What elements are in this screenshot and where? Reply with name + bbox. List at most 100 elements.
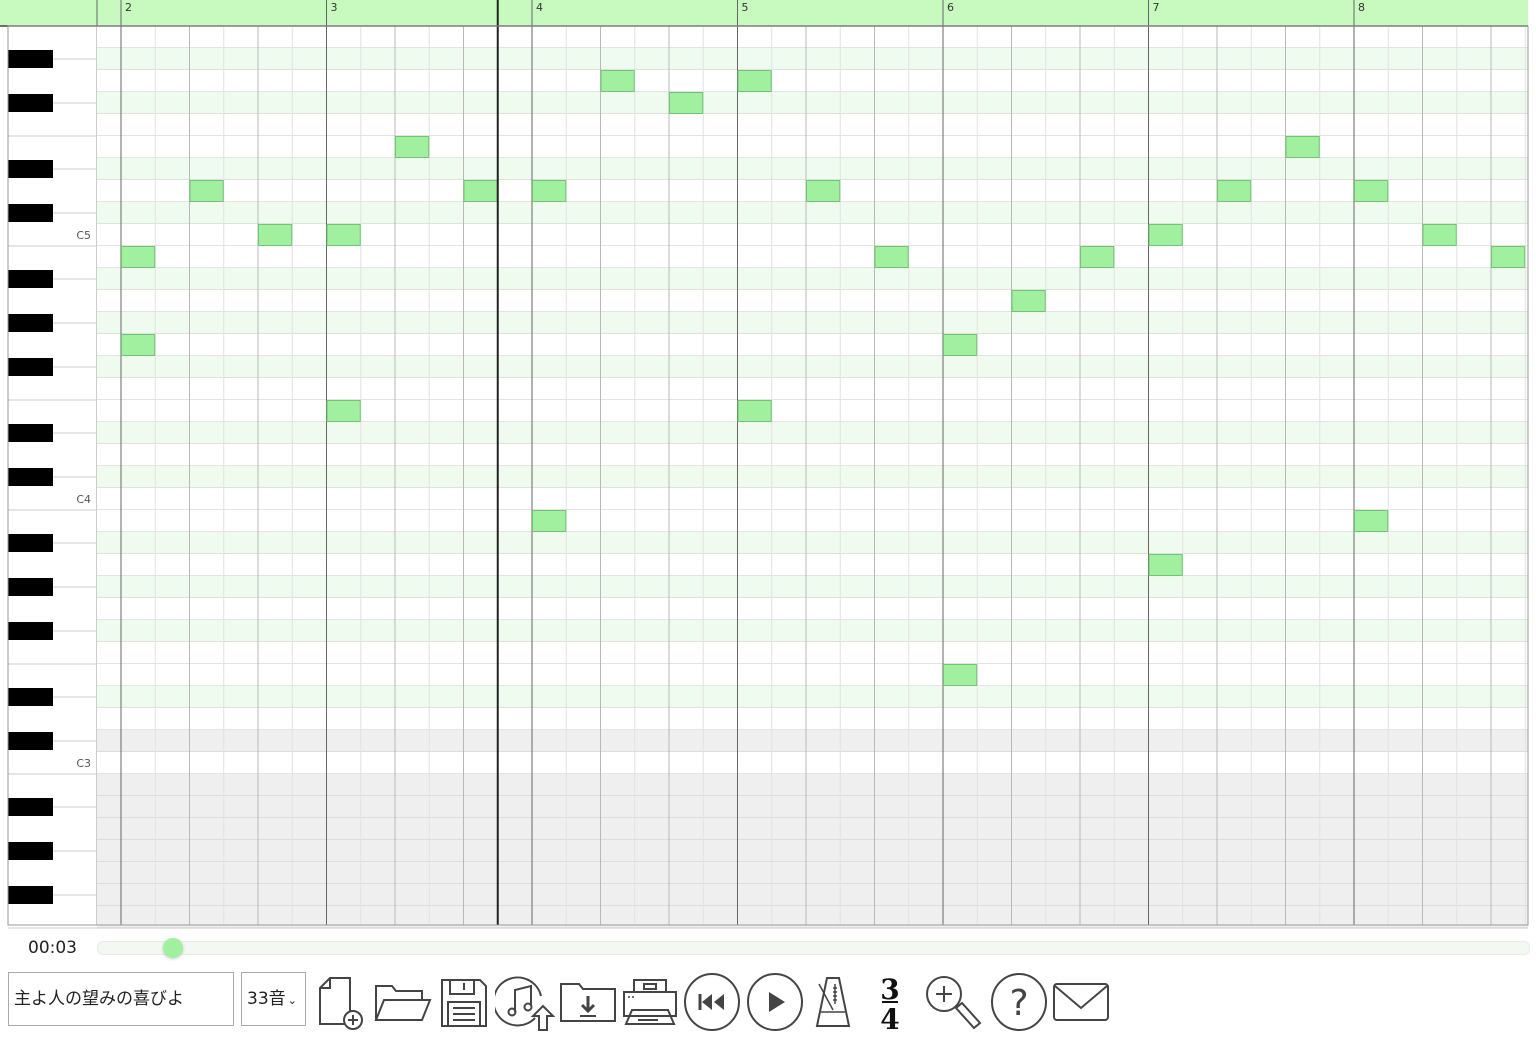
octave-label: C4 bbox=[76, 493, 91, 506]
grid-row bbox=[97, 884, 1528, 906]
note[interactable] bbox=[806, 180, 841, 202]
grid-row bbox=[97, 114, 1528, 136]
black-key bbox=[8, 842, 53, 860]
black-key bbox=[8, 688, 53, 706]
grid-row bbox=[97, 290, 1528, 312]
note[interactable] bbox=[1491, 246, 1526, 268]
grid-row bbox=[97, 796, 1528, 818]
voice-count-select[interactable]: 33音 ⌄ bbox=[241, 972, 306, 1026]
black-key bbox=[8, 50, 53, 68]
metronome-button[interactable] bbox=[803, 972, 863, 1032]
song-title-input[interactable]: 主よ人の望みの喜びよ bbox=[8, 972, 234, 1026]
grid-row bbox=[97, 642, 1528, 664]
black-key bbox=[8, 732, 53, 750]
voice-count-value: 33音 bbox=[247, 989, 286, 1009]
note[interactable] bbox=[121, 246, 156, 268]
note[interactable] bbox=[532, 510, 567, 532]
import-music-button[interactable] bbox=[492, 972, 556, 1032]
time-signature-denominator: 4 bbox=[880, 1003, 899, 1032]
measure-number: 4 bbox=[536, 1, 543, 14]
measure-number: 7 bbox=[1153, 1, 1160, 14]
grid-row bbox=[97, 70, 1528, 92]
grid-row bbox=[97, 532, 1528, 554]
black-key bbox=[8, 534, 53, 552]
measure-number: 3 bbox=[331, 1, 338, 14]
note[interactable] bbox=[669, 92, 704, 114]
play-button[interactable] bbox=[745, 972, 805, 1032]
note[interactable] bbox=[1080, 246, 1115, 268]
grid-row bbox=[97, 818, 1528, 840]
note[interactable] bbox=[1285, 136, 1320, 158]
open-button[interactable] bbox=[372, 972, 432, 1032]
note[interactable] bbox=[258, 224, 293, 246]
piano-roll[interactable]: C5 C4 C3 2 3 4 5 6 7 8 bbox=[0, 0, 1536, 930]
octave-label: C5 bbox=[76, 229, 91, 242]
rewind-icon bbox=[684, 973, 740, 1031]
note[interactable] bbox=[1354, 510, 1389, 532]
note[interactable] bbox=[532, 180, 567, 202]
grid-row bbox=[97, 312, 1528, 334]
note[interactable] bbox=[121, 334, 156, 356]
note[interactable] bbox=[326, 224, 361, 246]
note[interactable] bbox=[943, 334, 978, 356]
grid-row bbox=[97, 752, 1528, 774]
note[interactable] bbox=[1148, 224, 1183, 246]
grid-row bbox=[97, 268, 1528, 290]
seek-slider[interactable] bbox=[97, 941, 1530, 955]
roll-border bbox=[7, 25, 1529, 926]
grid-row bbox=[97, 202, 1528, 224]
note[interactable] bbox=[1148, 554, 1183, 576]
grid-row bbox=[97, 840, 1528, 862]
note[interactable] bbox=[1422, 224, 1457, 246]
grid-row bbox=[97, 422, 1528, 444]
note[interactable] bbox=[1354, 180, 1389, 202]
measure-number: 8 bbox=[1358, 1, 1365, 14]
grid-row bbox=[97, 686, 1528, 708]
grid-row bbox=[97, 334, 1528, 356]
grid-row bbox=[97, 576, 1528, 598]
note[interactable] bbox=[1217, 180, 1252, 202]
grid-row bbox=[97, 510, 1528, 532]
grid-row bbox=[97, 664, 1528, 686]
save-button[interactable] bbox=[434, 972, 494, 1032]
grid-row bbox=[97, 862, 1528, 884]
black-key bbox=[8, 358, 53, 376]
play-icon bbox=[747, 973, 803, 1031]
grid-row bbox=[97, 48, 1528, 70]
note[interactable] bbox=[874, 246, 909, 268]
grid-row bbox=[97, 26, 1528, 48]
svg-text:?: ? bbox=[1009, 983, 1028, 1024]
note[interactable] bbox=[737, 400, 772, 422]
mail-button[interactable] bbox=[1051, 972, 1111, 1032]
grid-row bbox=[97, 598, 1528, 620]
download-button[interactable] bbox=[558, 972, 618, 1032]
note[interactable] bbox=[326, 400, 361, 422]
note[interactable] bbox=[1011, 290, 1046, 312]
black-key bbox=[8, 886, 53, 904]
black-key bbox=[8, 622, 53, 640]
grid-row bbox=[97, 224, 1528, 246]
help-button[interactable]: ? bbox=[989, 972, 1049, 1032]
note[interactable] bbox=[737, 70, 772, 92]
black-key bbox=[8, 314, 53, 332]
zoom-in-button[interactable] bbox=[922, 972, 982, 1032]
seek-slider-thumb[interactable] bbox=[162, 938, 183, 958]
note[interactable] bbox=[395, 136, 430, 158]
grid-row bbox=[97, 488, 1528, 510]
note[interactable] bbox=[189, 180, 224, 202]
black-key bbox=[8, 424, 53, 442]
new-file-button[interactable] bbox=[312, 972, 372, 1032]
grid-row bbox=[97, 554, 1528, 576]
print-icon bbox=[623, 979, 677, 1025]
time-signature-icon: 34 bbox=[880, 973, 899, 1036]
print-button[interactable] bbox=[620, 972, 680, 1032]
black-key bbox=[8, 94, 53, 112]
grid-row bbox=[97, 444, 1528, 466]
note[interactable] bbox=[463, 180, 498, 202]
note[interactable] bbox=[943, 664, 978, 686]
note[interactable] bbox=[600, 70, 635, 92]
open-folder-icon bbox=[374, 985, 432, 1021]
download-icon bbox=[560, 983, 616, 1022]
rewind-button[interactable] bbox=[682, 972, 742, 1032]
